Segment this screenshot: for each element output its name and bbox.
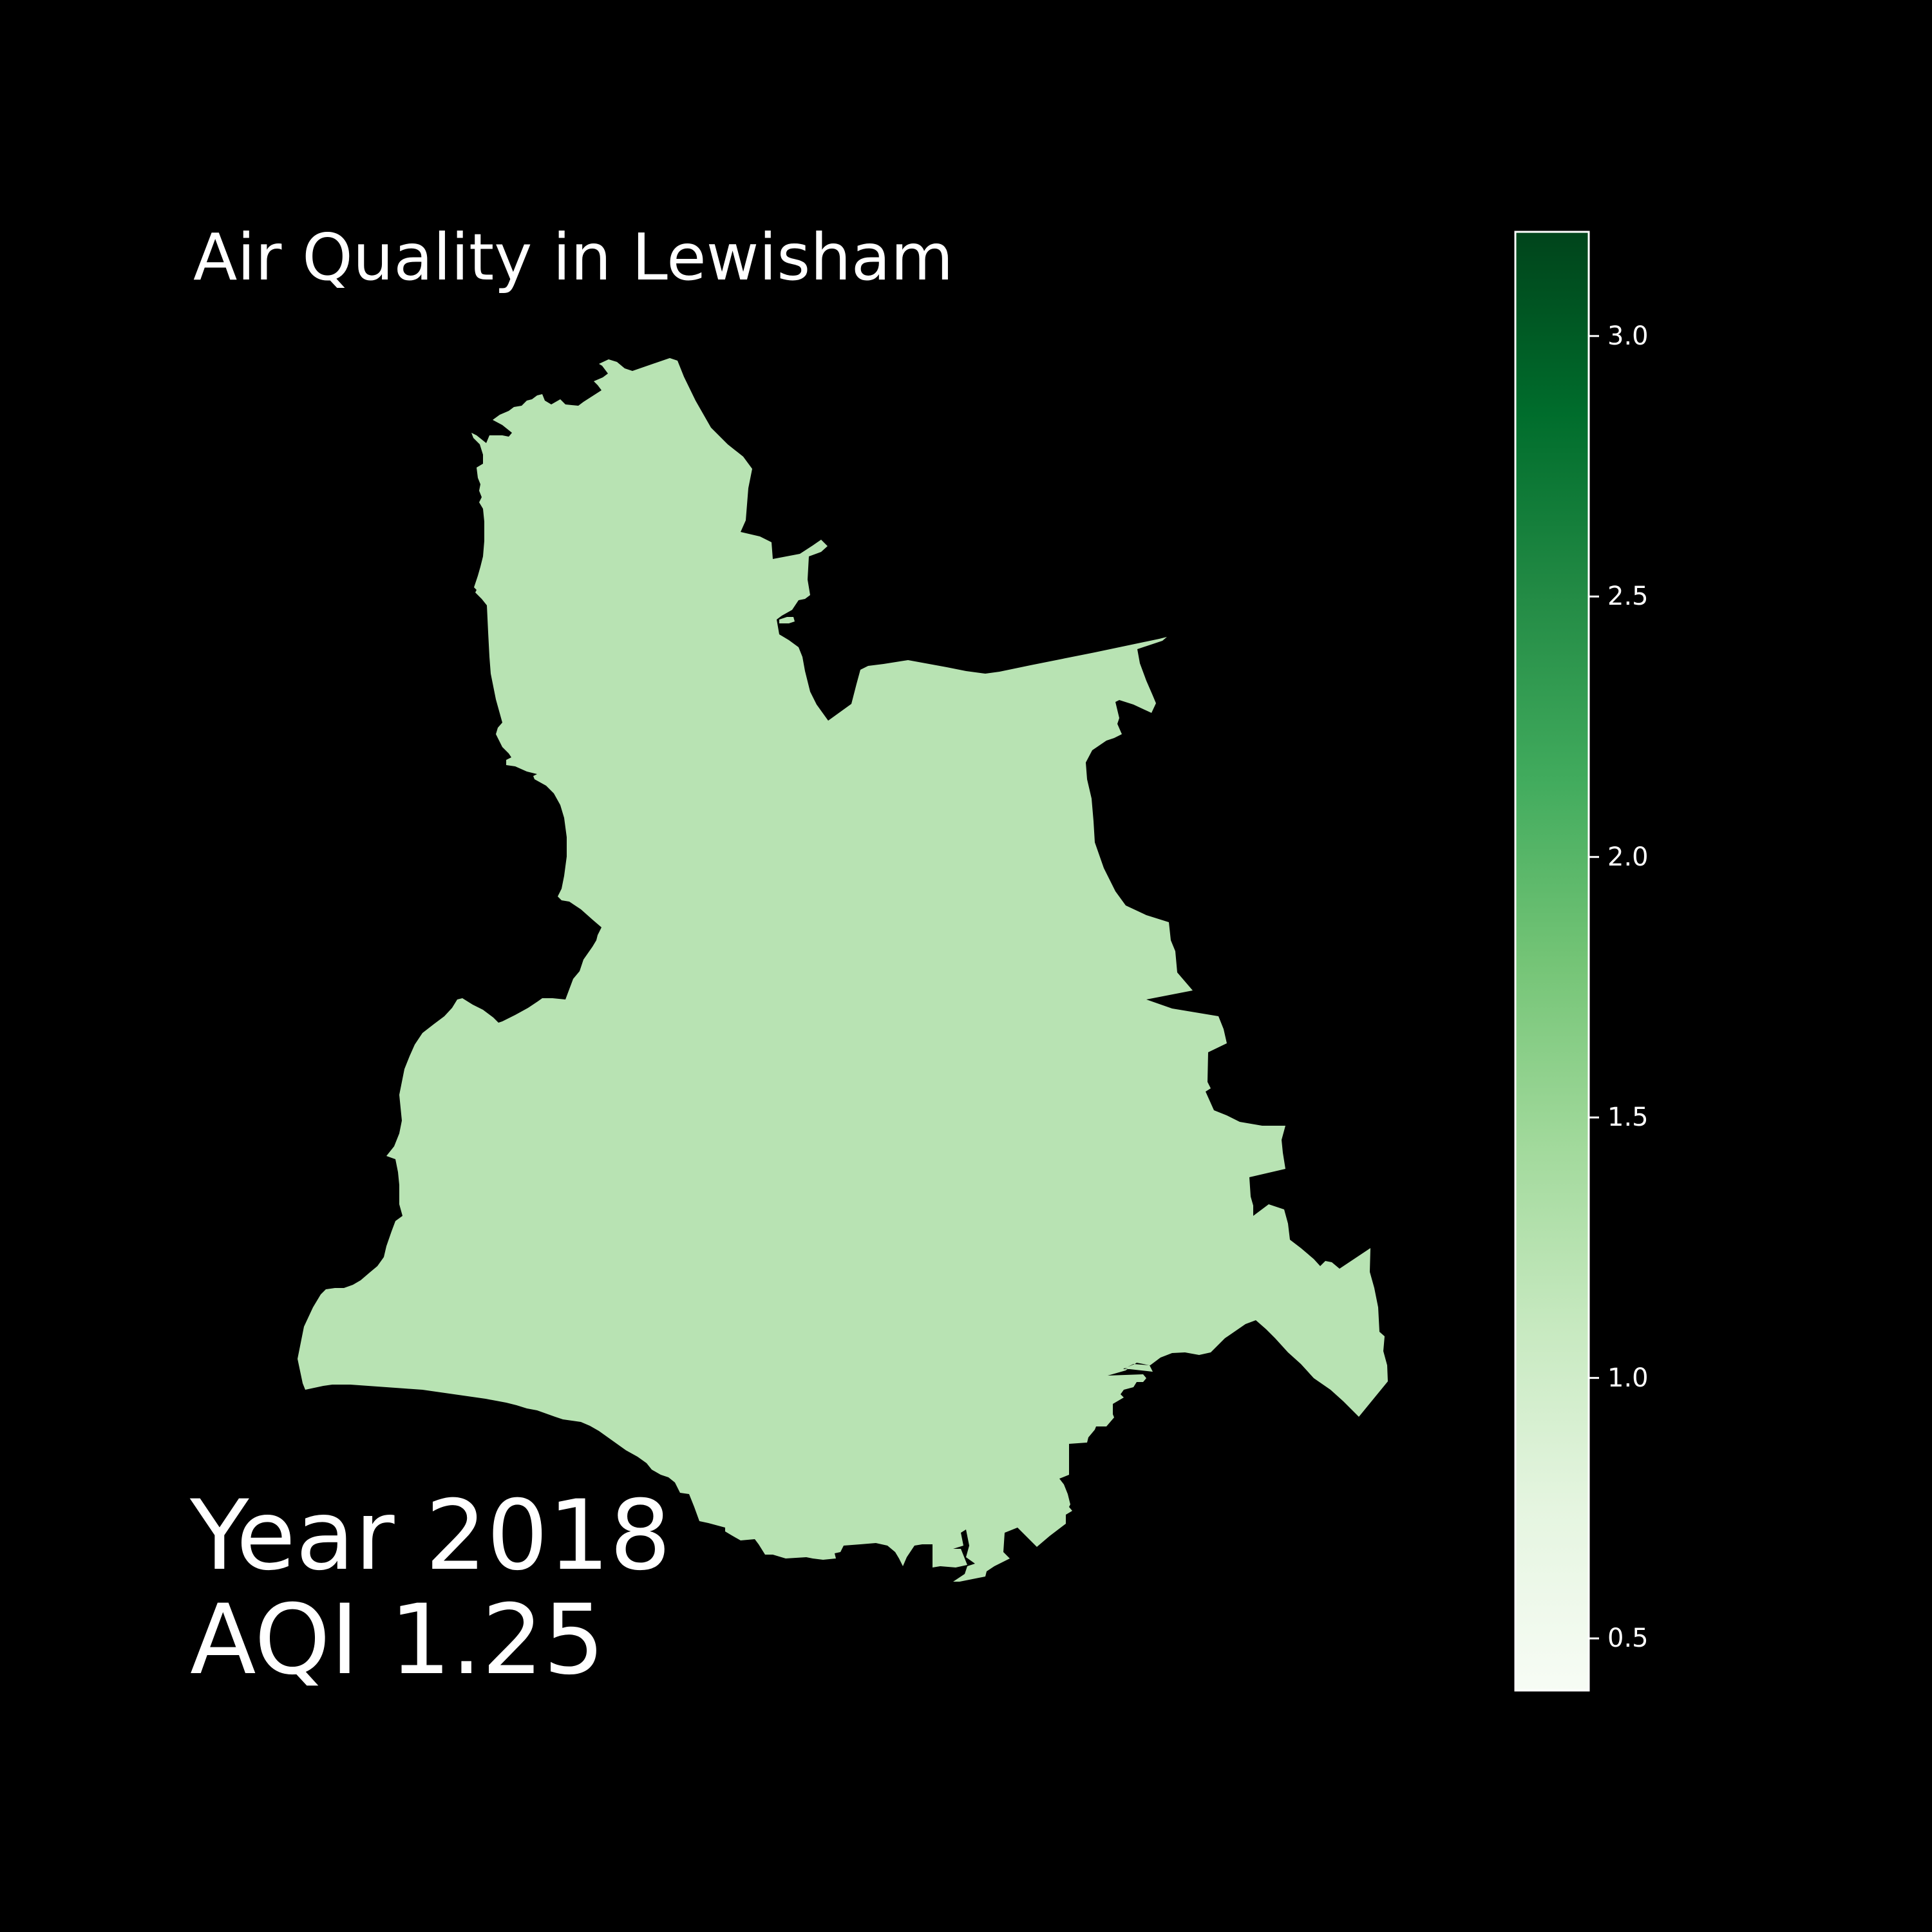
colorbar-gradient — [1514, 231, 1590, 1692]
colorbar-ticks — [1589, 335, 1599, 1640]
colorbar-tick-label: 2.0 — [1607, 842, 1649, 872]
map-title: Air Quality in Lewisham — [193, 220, 954, 295]
colorbar-tick-label: 2.5 — [1607, 582, 1649, 612]
colorbar-tick-label: 3.0 — [1607, 321, 1649, 351]
colorbar-tick-label: 1.0 — [1607, 1363, 1649, 1393]
colorbar-tick-label: 1.5 — [1607, 1103, 1649, 1133]
aqi-label: AQI 1.25 — [190, 1584, 605, 1696]
year-label: Year 2018 — [190, 1480, 671, 1592]
colorbar-tick-label: 0.5 — [1607, 1624, 1649, 1654]
lewisham-borough-polygon — [298, 358, 1388, 1582]
boundary-notch — [779, 617, 795, 623]
